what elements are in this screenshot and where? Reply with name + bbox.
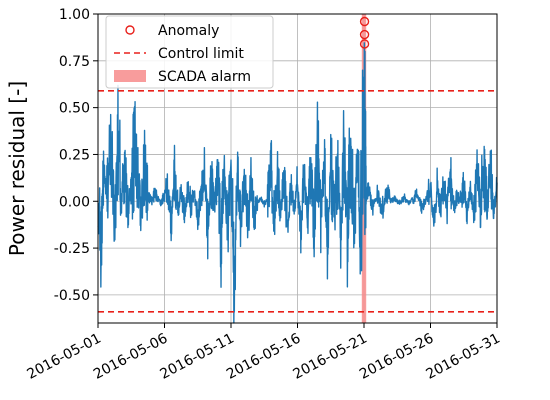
y-axis-ticks: -0.50 -0.25 0.00 0.25 0.50 0.75 1.00 [54, 7, 98, 304]
control-limits [98, 89, 497, 313]
x-tick-label: 2016-05-11 [158, 330, 237, 382]
legend-item: Control limit [114, 46, 244, 62]
y-tick-label: 0.25 [59, 147, 90, 163]
x-tick-label: 2016-05-26 [357, 330, 436, 382]
x-tick-label: 2016-05-01 [25, 330, 104, 382]
x-tick-label: 2016-05-06 [91, 330, 170, 382]
legend-anomaly-icon [125, 25, 135, 35]
anomaly-marker [359, 29, 370, 40]
legend-label: Control limit [158, 46, 244, 62]
y-tick-label: -0.25 [54, 241, 90, 257]
y-tick-label: -0.50 [54, 288, 90, 304]
y-axis-label: Power residual [-] [5, 81, 29, 256]
x-tick-label: 2016-05-21 [291, 330, 370, 382]
x-tick-label: 2016-05-31 [424, 330, 503, 382]
legend-item: Anomaly [125, 23, 219, 39]
legend-alarm-icon [114, 70, 146, 82]
anomaly-marker [359, 16, 370, 27]
y-tick-label: 0.00 [59, 194, 90, 210]
x-tick-label: 2016-05-16 [224, 330, 303, 382]
y-tick-label: 1.00 [59, 7, 90, 23]
anomaly-marker [359, 39, 370, 49]
residual-series [97, 42, 498, 324]
legend-item: SCADA alarm [114, 69, 251, 85]
anomaly-markers [359, 16, 370, 49]
legend: Anomaly Control limit SCADA alarm [105, 15, 274, 89]
y-tick-label: 0.75 [59, 54, 90, 70]
legend-label: Anomaly [158, 23, 219, 39]
residual-line [97, 42, 498, 324]
legend-label: SCADA alarm [158, 69, 251, 85]
x-axis-ticks: 2016-05-012016-05-062016-05-112016-05-16… [25, 323, 503, 383]
legend-box [105, 15, 274, 89]
y-tick-label: 0.50 [59, 101, 90, 117]
